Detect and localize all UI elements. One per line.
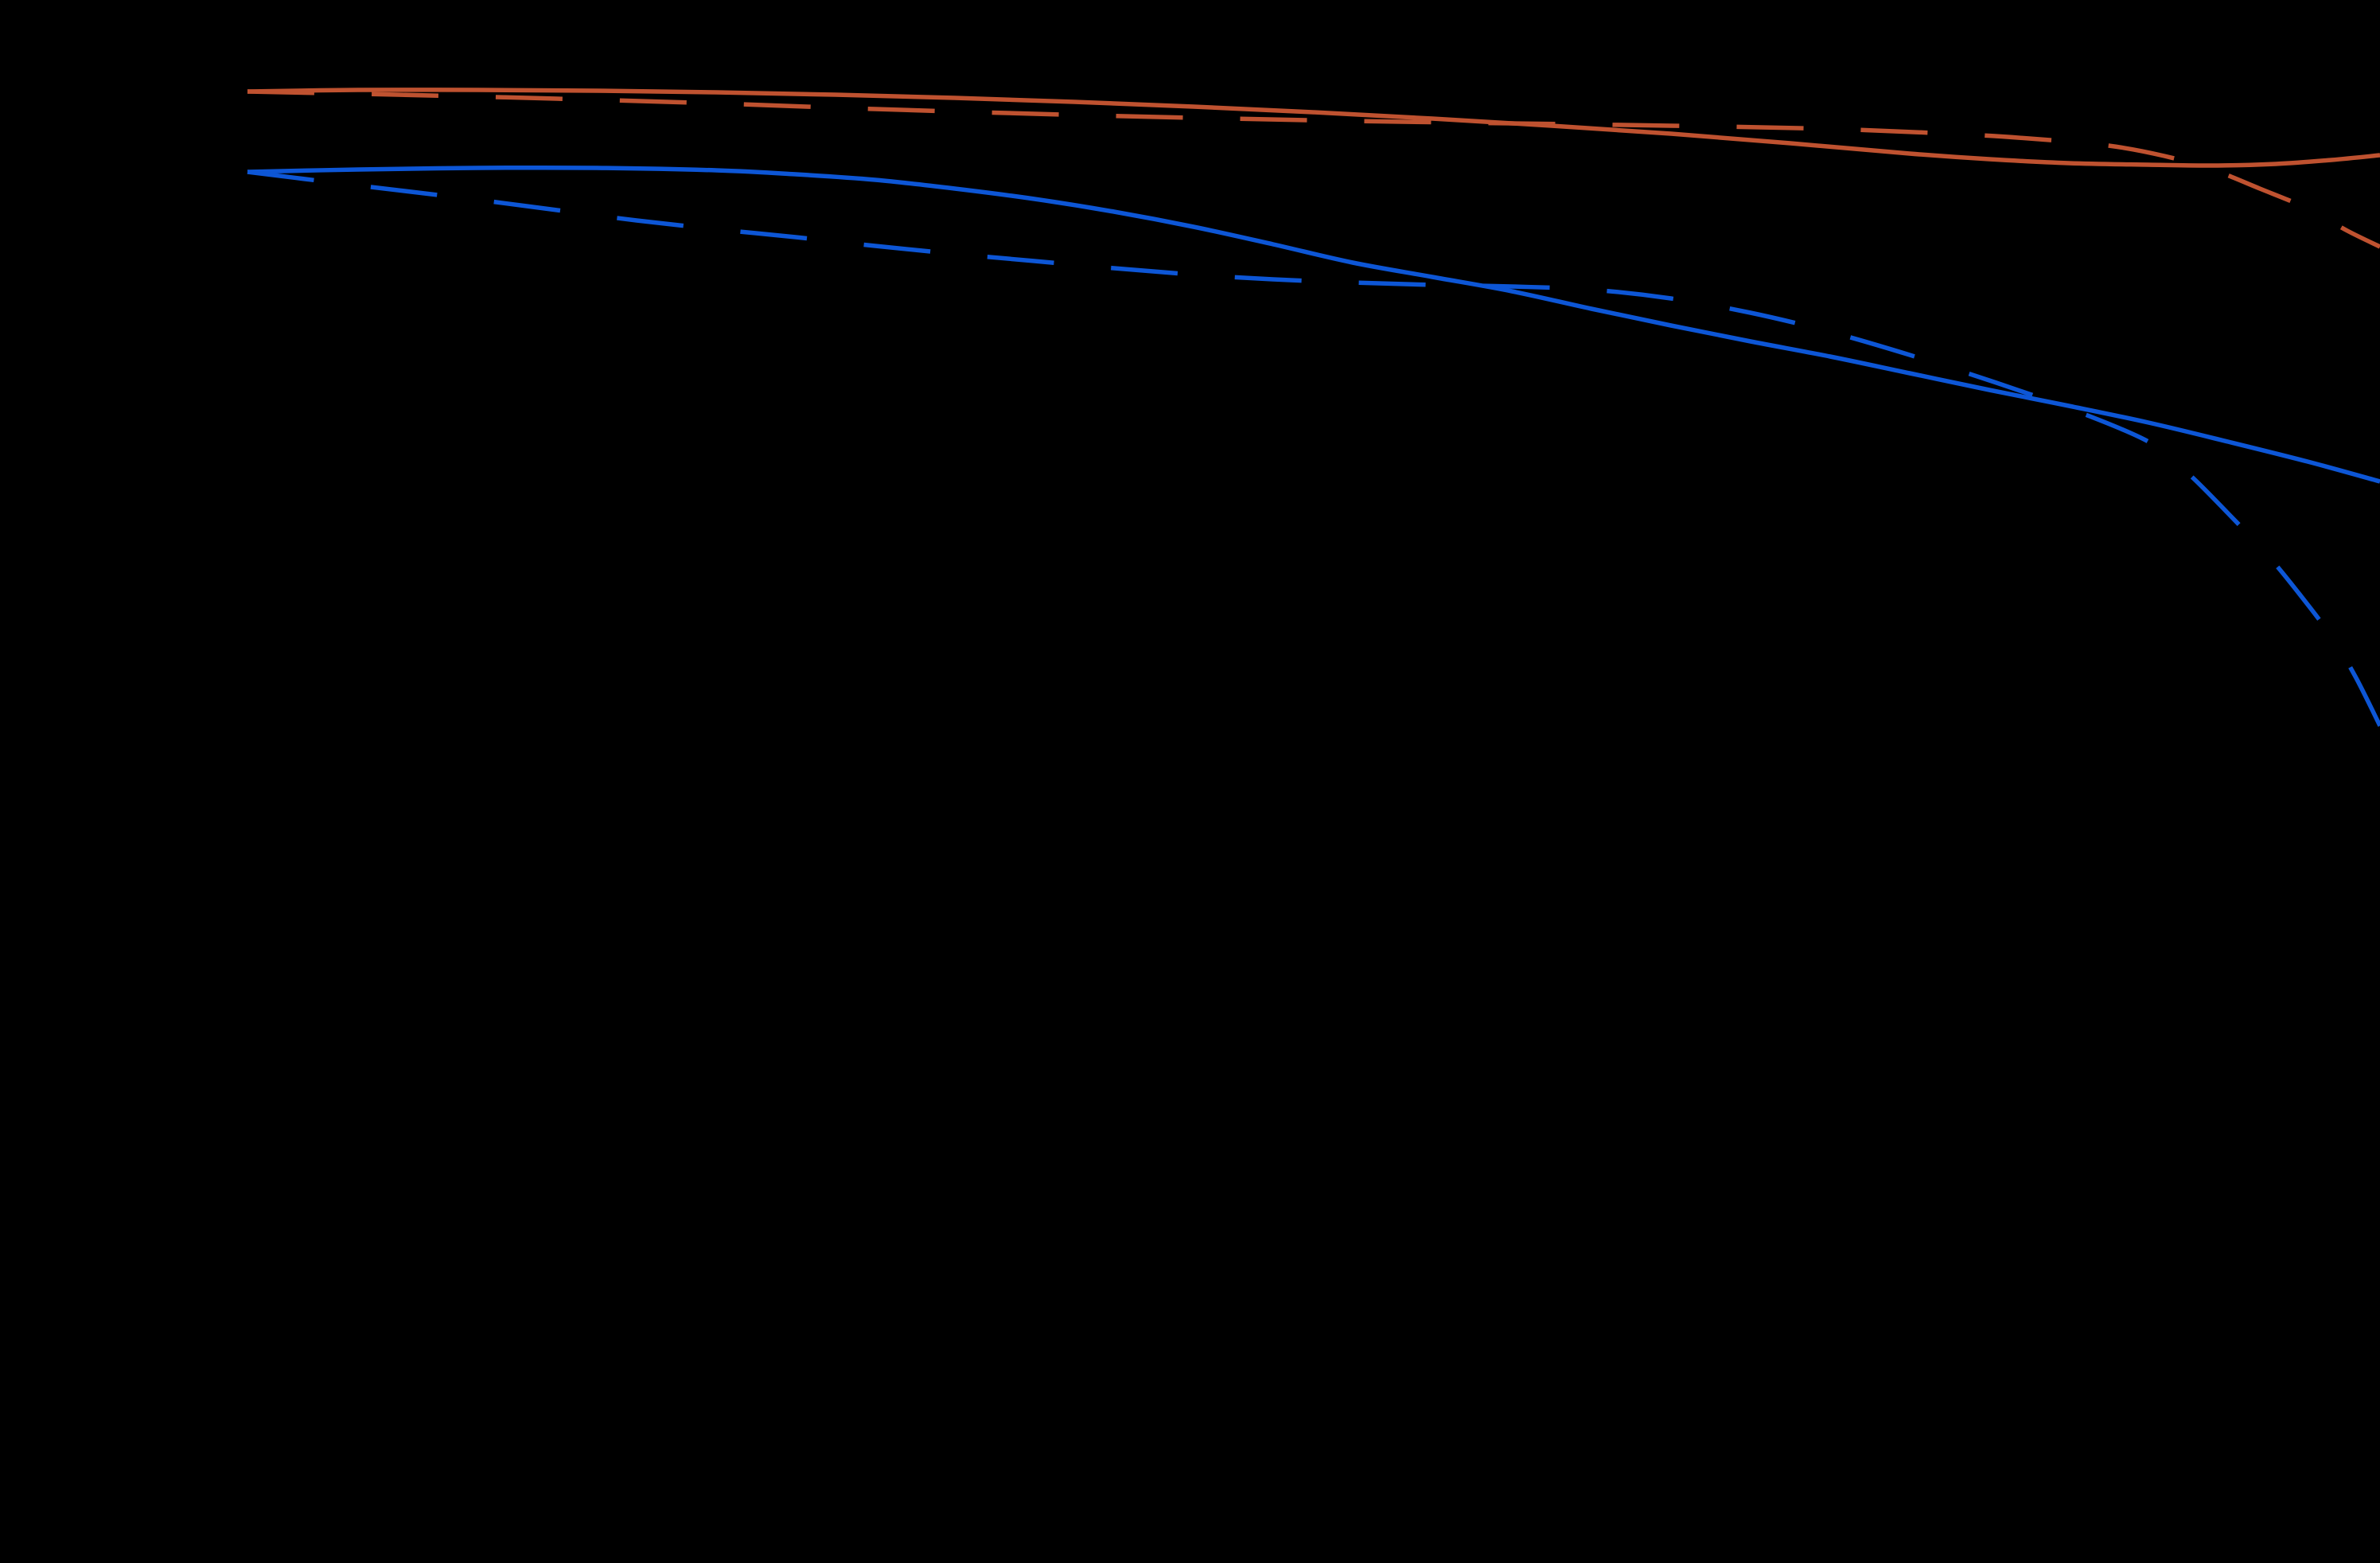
blue-dashed-curve [247,170,2380,727]
blue-solid-curve [247,165,2380,484]
orange-solid-curve [247,88,2380,168]
orange-dashed-curve [247,89,2380,249]
